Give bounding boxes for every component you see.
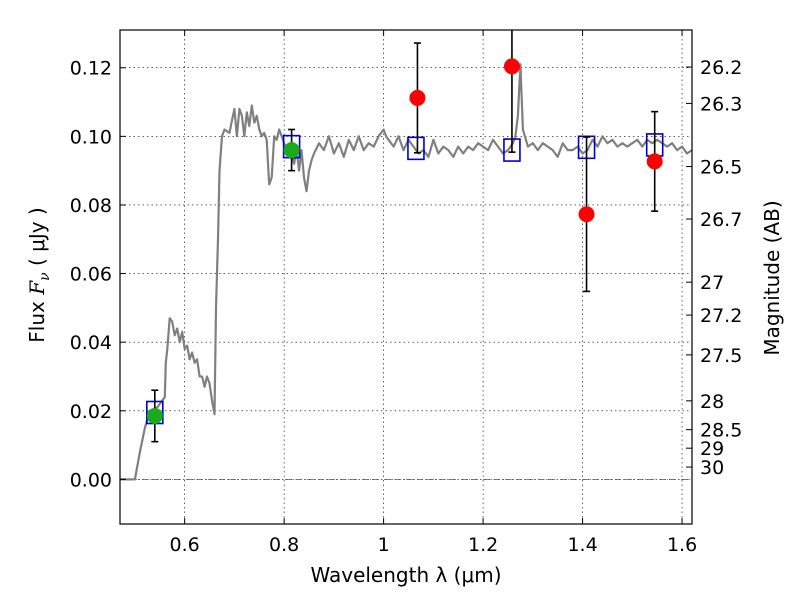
plot-frame [119,29,693,525]
magnitude-tick-label: 27.5 [700,345,742,367]
x-tick-label: 1 [378,534,390,556]
photometry-point-red [578,206,595,223]
x-axis: 0.6 0.8 1 1.2 1.4 1.6 [170,30,697,556]
x-tick-label: 0.8 [269,534,299,556]
x-tick-label: 1.2 [468,534,498,556]
y-tick-label: 0.04 [70,332,112,354]
magnitude-tick-label: 28 [700,391,724,413]
y-axis-label: Flux Fν ( μJy ) [25,207,53,342]
x-tick-label: 0.6 [170,534,200,556]
grid [120,30,692,524]
y-axis: 0.00 0.02 0.04 0.06 0.08 0.10 0.12 [70,58,126,491]
y-tick-label: 0.10 [70,126,112,148]
y-tick-label: 0.08 [70,195,112,217]
y-tick-label: 0.06 [70,264,112,286]
x-tick-label: 1.4 [567,534,597,556]
photometry-point-red [409,89,426,106]
model-spectrum-series [120,63,692,481]
magnitude-tick-label: 26.5 [700,157,742,179]
y-tick-label: 0.02 [70,401,112,423]
x-tick-label: 1.6 [667,534,697,556]
photometry-point-green [283,142,300,159]
magnitude-tick-label: 27 [700,272,724,294]
photometry-point-red [503,58,520,75]
synthetic-photometry-series [146,133,664,425]
magnitude-tick-label: 26.2 [700,57,742,79]
photometry-point-green [146,407,163,424]
y-tick-label: 0.12 [70,58,112,80]
magnitude-tick-label: 30 [700,457,724,479]
photometry-series [146,58,663,424]
model-spectrum-line [120,63,692,481]
synthetic-flux-box [407,136,425,161]
magnitude-tick-label: 27.2 [700,305,742,327]
magnitude-tick-label: 29 [700,438,724,460]
photometry-point-red [646,153,663,170]
y-tick-label: 0.00 [70,469,112,491]
magnitude-tick-label: 26.3 [700,93,742,115]
magnitude-axis-label: Magnitude (AB) [760,200,784,355]
x-axis-label: Wavelength λ (μm) [310,563,501,587]
magnitude-tick-label: 26.7 [700,209,742,231]
magnitude-tick-label: 28.5 [700,420,742,442]
